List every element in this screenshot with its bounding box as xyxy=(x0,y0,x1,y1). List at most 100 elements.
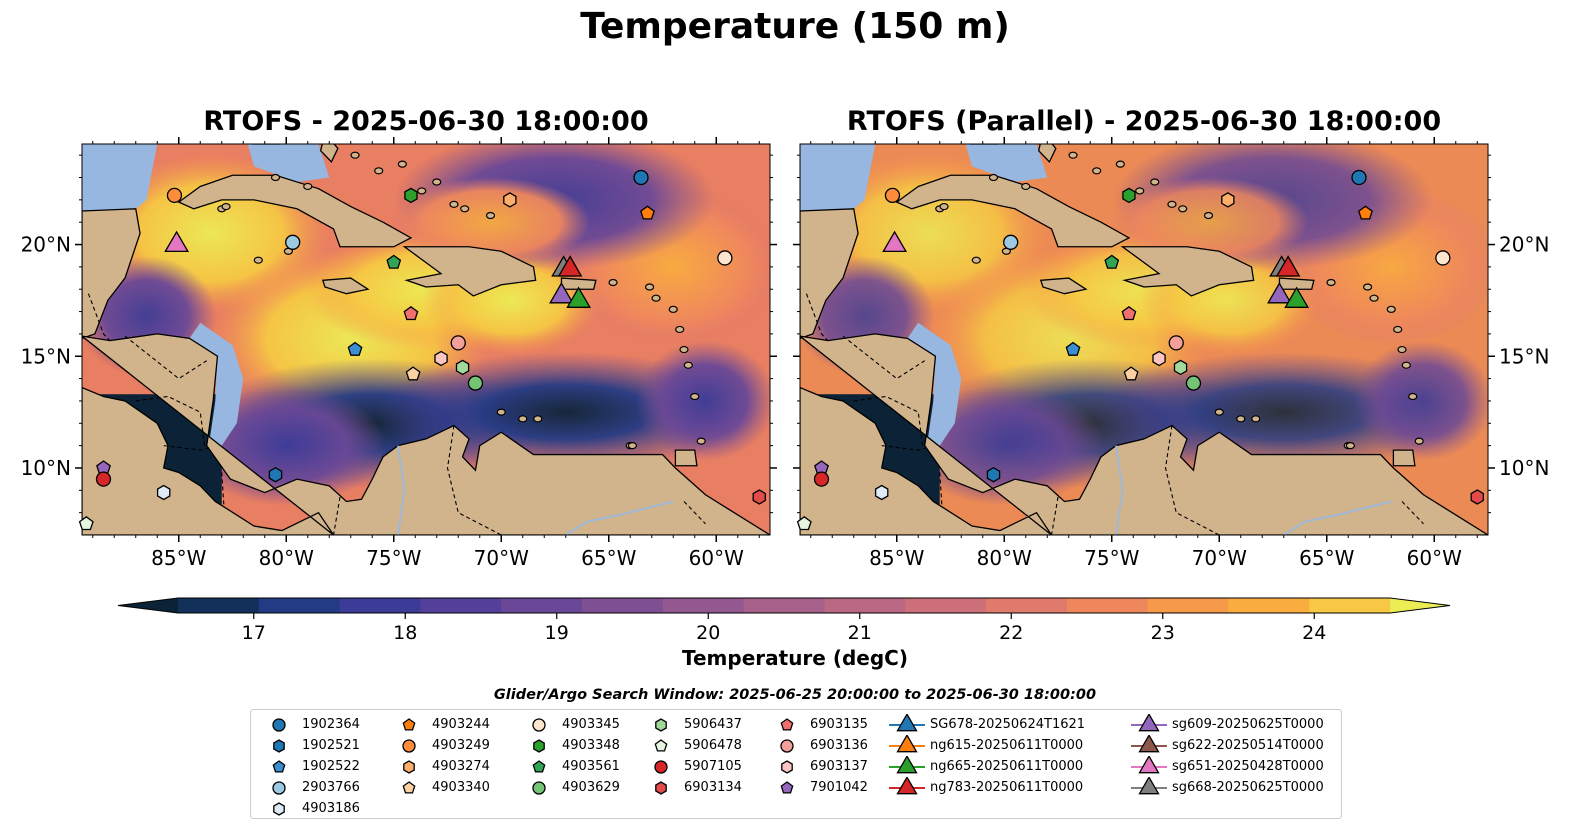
argo-float-marker xyxy=(156,484,171,501)
legend-marker xyxy=(1138,756,1160,774)
argo-float-marker xyxy=(813,471,830,487)
legend-marker xyxy=(532,781,546,795)
lat-tick-label: 15°N xyxy=(21,344,71,368)
triangle-marker-icon xyxy=(889,735,925,753)
argo-float-marker xyxy=(1065,341,1081,356)
legend-label: 4903186 xyxy=(302,801,360,816)
colorbar-label: Temperature (degC) xyxy=(682,646,908,670)
legend-marker xyxy=(532,718,546,732)
triangle-marker-icon xyxy=(1131,714,1167,732)
lon-tick-label: 75°W xyxy=(1084,546,1139,570)
triangle-marker-icon xyxy=(1131,735,1167,753)
legend-label: 6903134 xyxy=(684,780,742,795)
circle-marker-icon xyxy=(654,760,668,774)
legend-label: 6903135 xyxy=(810,717,868,732)
argo-float-marker xyxy=(640,205,655,220)
argo-float-marker xyxy=(752,489,766,505)
legend-marker xyxy=(273,739,285,753)
hexagon-marker-icon xyxy=(403,760,415,774)
panel-title-right: RTOFS (Parallel) - 2025-06-30 18:00:00 xyxy=(846,106,1442,137)
argo-float-marker xyxy=(1435,250,1451,266)
hexagon-marker-icon xyxy=(533,739,545,753)
colorbar-segment xyxy=(258,598,341,613)
colorbar-extend-min xyxy=(118,598,178,613)
argo-float-marker xyxy=(403,305,419,321)
triangle-marker-icon xyxy=(889,756,925,774)
colorbar-tick-label: 17 xyxy=(242,622,266,644)
argo-float-marker xyxy=(404,187,418,204)
lon-tick-label: 80°W xyxy=(977,546,1032,570)
argo-float-marker xyxy=(347,341,363,356)
colorbar-segment xyxy=(1309,598,1391,613)
circle-marker-icon xyxy=(780,739,794,753)
argo-float-marker xyxy=(503,192,517,208)
legend-label: 1902522 xyxy=(302,759,360,774)
circle-marker-icon xyxy=(272,718,286,732)
legend-label: 4903348 xyxy=(562,738,620,753)
glider-marker xyxy=(557,255,583,277)
argo-float-marker xyxy=(1168,335,1184,351)
lon-tick-label: 85°W xyxy=(869,546,924,570)
legend-label: 4903249 xyxy=(432,738,490,753)
lat-tick-label: 10°N xyxy=(21,456,71,480)
argo-float-marker xyxy=(1003,234,1019,250)
pentagon-marker-icon xyxy=(654,739,668,752)
triangle-marker-icon xyxy=(1131,756,1167,774)
argo-float-marker xyxy=(1351,169,1367,186)
legend-marker xyxy=(272,760,286,773)
argo-float-marker xyxy=(1358,205,1373,220)
figure-title: Temperature (150 m) xyxy=(580,6,1010,47)
panel-title-left: RTOFS - 2025-06-30 18:00:00 xyxy=(203,106,649,137)
legend-marker xyxy=(532,760,546,773)
legend-label: sg609-20250625T0000 xyxy=(1172,717,1324,732)
legend-marker xyxy=(1138,714,1160,732)
legend-marker xyxy=(896,714,918,732)
argo-float-marker xyxy=(1152,350,1166,367)
argo-float-marker xyxy=(1221,192,1235,208)
legend-label: 5907105 xyxy=(684,759,742,774)
circle-marker-icon xyxy=(402,739,416,753)
legend-label: 4903345 xyxy=(562,717,620,732)
legend-label: 4903244 xyxy=(432,717,490,732)
legend-label: 6903136 xyxy=(810,738,868,753)
argo-float-marker xyxy=(986,466,1001,483)
colorbar-segment xyxy=(905,598,987,613)
legend-marker xyxy=(896,756,918,774)
argo-float-marker xyxy=(268,466,283,483)
legend-label: 5906437 xyxy=(684,717,742,732)
legend-marker xyxy=(273,802,285,816)
colorbar-segment xyxy=(1066,598,1149,613)
argo-float-marker xyxy=(1470,489,1484,505)
argo-float-marker xyxy=(717,250,733,266)
lon-tick-label: 60°W xyxy=(689,546,744,570)
lat-tick-label: 20°N xyxy=(1499,233,1549,257)
legend-label: 4903274 xyxy=(432,759,490,774)
colorbar-segment xyxy=(420,598,502,613)
lon-tick-label: 70°W xyxy=(1192,546,1247,570)
lon-tick-label: 80°W xyxy=(259,546,314,570)
search-window-title: Glider/Argo Search Window: 2025-06-25 20… xyxy=(493,687,1097,703)
colorbar-segment xyxy=(178,598,260,613)
lon-tick-label: 70°W xyxy=(474,546,529,570)
colorbar-segment xyxy=(824,598,906,613)
lat-tick-label: 15°N xyxy=(1499,344,1549,368)
argo-float-marker xyxy=(1104,254,1120,269)
argo-float-marker xyxy=(455,359,470,376)
argo-float-marker xyxy=(285,234,301,250)
legend-label: sg622-20250514T0000 xyxy=(1172,738,1324,753)
argo-float-marker xyxy=(1122,187,1136,204)
triangle-marker-icon xyxy=(889,714,925,732)
legend: 1902364 1902521 1902522 2903766 4903186 49032… xyxy=(250,709,1342,819)
argo-float-marker xyxy=(1121,305,1137,321)
legend-label: sg668-20250625T0000 xyxy=(1172,780,1324,795)
colorbar-segment xyxy=(501,598,583,613)
hexagon-marker-icon xyxy=(655,718,667,732)
legend-marker xyxy=(655,781,667,795)
legend-marker xyxy=(654,760,668,774)
argo-float-marker xyxy=(450,335,466,351)
triangle-marker-icon xyxy=(889,777,925,795)
hexagon-marker-icon xyxy=(273,802,285,816)
hexagon-marker-icon xyxy=(273,739,285,753)
legend-label: 1902521 xyxy=(302,738,360,753)
pentagon-marker-icon xyxy=(272,760,286,773)
